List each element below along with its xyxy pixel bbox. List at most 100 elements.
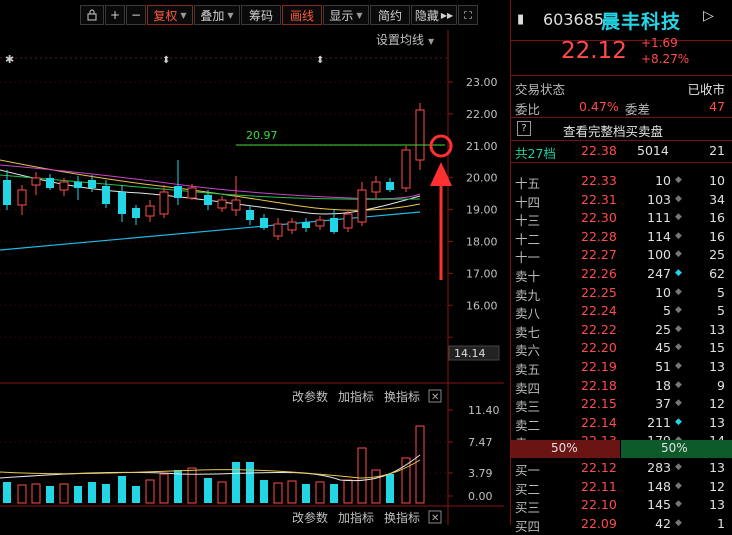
diamond-icon: ◆ xyxy=(675,249,682,260)
ask-row[interactable]: 十三 22.30 111 16 ◆ xyxy=(511,209,732,228)
bid-row[interactable]: 买四 22.09 42 1 ◆ xyxy=(511,515,732,534)
chart-toolbar: + − 复权 ▼ 叠加 ▼ 筹码 画线 显示 ▼ 简约 隐藏 ▶▶ xyxy=(80,5,479,27)
question-icon[interactable]: ? xyxy=(517,121,531,136)
ma30-line xyxy=(0,174,421,200)
bid-row[interactable]: 买二 22.11 148 12 ◆ xyxy=(511,478,732,497)
zoom-in-button[interactable]: + xyxy=(105,5,125,25)
price-tick: 22.00 xyxy=(466,108,498,121)
ask-row[interactable]: 十二 22.28 114 16 ◆ xyxy=(511,228,732,247)
bid-row[interactable]: 买一 22.12 283 13 ◆ xyxy=(511,459,732,478)
volume-tick: 11.40 xyxy=(468,404,500,417)
price-tick: 23.00 xyxy=(466,76,498,89)
display-button[interactable]: 显示 ▼ xyxy=(323,5,369,25)
candle-body xyxy=(246,210,254,220)
bottom-add-indicator[interactable]: 加指标 xyxy=(338,510,374,525)
level-price: 22.26 xyxy=(581,266,617,281)
volume-change-indicator[interactable]: 换指标 xyxy=(384,389,420,404)
diamond-icon: ◆ xyxy=(675,398,682,409)
volume-bar xyxy=(287,480,297,504)
level-price: 22.33 xyxy=(581,173,617,188)
volume-tick: 0.00 xyxy=(468,490,493,503)
simple-button[interactable]: 简约 xyxy=(370,5,410,25)
candle-body xyxy=(74,182,82,188)
level-volume: 10 xyxy=(655,284,671,300)
volume-bar xyxy=(118,476,126,503)
chips-button[interactable]: 筹码 xyxy=(241,5,281,25)
level-volume: 100 xyxy=(647,247,671,263)
candle-body xyxy=(59,181,69,191)
volume-bar xyxy=(174,470,182,503)
ask-row[interactable]: 卖四 22.18 18 9 ◆ xyxy=(511,377,732,396)
bid-row[interactable]: 买三 22.10 145 13 ◆ xyxy=(511,496,732,515)
fullscreen-icon[interactable] xyxy=(458,5,478,25)
level-price: 22.22 xyxy=(581,321,617,337)
ma-settings-label[interactable]: 设置均线 xyxy=(376,33,424,47)
close-icon[interactable] xyxy=(428,389,442,403)
order-book-link-row[interactable]: ? 查看完整档买卖盘 xyxy=(511,120,732,139)
diamond-icon: ◆ xyxy=(675,416,682,427)
level-count: 13 xyxy=(709,414,725,430)
level-count: 9 xyxy=(717,377,725,393)
diamond-icon: ◆ xyxy=(675,499,682,510)
ask-row[interactable]: 卖六 22.20 45 15 ◆ xyxy=(511,339,732,358)
close-icon[interactable] xyxy=(428,510,442,524)
current-price-text: 14.14 xyxy=(454,347,486,360)
volume-bar xyxy=(260,480,268,503)
ask-row[interactable]: 卖八 22.24 5 5 ◆ xyxy=(511,302,732,321)
ask-row[interactable]: 卖五 22.19 51 13 ◆ xyxy=(511,358,732,377)
close-icon-glyph: ✕ xyxy=(431,392,439,403)
level-label: 卖十 xyxy=(515,269,541,284)
ask-row[interactable]: 十五 22.33 10 10 ◆ xyxy=(511,172,732,191)
ask-row[interactable]: 十一 22.27 100 25 ◆ xyxy=(511,246,732,265)
level-volume: 10 xyxy=(655,173,671,188)
level-label: 买四 xyxy=(515,518,541,534)
level-price: 22.12 xyxy=(581,460,617,475)
candle-body xyxy=(46,178,54,188)
overlay-button[interactable]: 叠加 ▼ xyxy=(194,5,240,25)
ask-row[interactable]: 卖九 22.25 10 5 ◆ xyxy=(511,284,732,303)
candle-body xyxy=(386,182,394,190)
chips-label: 筹码 xyxy=(248,8,273,23)
volume-bar xyxy=(145,479,155,504)
lock-icon[interactable] xyxy=(80,5,104,25)
ask-row[interactable]: 卖七 22.22 25 13 ◆ xyxy=(511,321,732,340)
more-icon: ▶▶ xyxy=(440,10,454,20)
candle-body xyxy=(287,221,297,231)
expand-icon[interactable]: ▷ xyxy=(703,8,714,24)
volume-add-indicator[interactable]: 加指标 xyxy=(338,389,374,404)
order-book-link[interactable]: 查看完整档买卖盘 xyxy=(563,124,664,139)
candle-body xyxy=(3,180,11,205)
weicha-value: 47 xyxy=(709,99,725,114)
ask-row[interactable]: 十四 22.31 103 34 ◆ xyxy=(511,191,732,210)
volume-tick: 7.47 xyxy=(468,436,493,449)
bottom-edit-params[interactable]: 改参数 xyxy=(292,510,328,525)
diamond-icon: ◆ xyxy=(675,286,682,297)
level-label: 卖三 xyxy=(515,399,541,415)
candle-body xyxy=(217,199,227,209)
kline-chart[interactable]: 设置均线 ▼ ✱ ⬍ ⬍ 23.00 22.00 21.00 20.00 19.00 18… xyxy=(0,30,504,525)
candle-body xyxy=(102,186,110,204)
level-label: 买一 xyxy=(515,463,541,478)
volume-bar xyxy=(74,486,82,503)
level-price: 22.24 xyxy=(581,303,617,319)
ask-row[interactable]: 卖三 22.15 37 12 ◆ xyxy=(511,395,732,415)
diamond-icon: ◆ xyxy=(675,379,682,390)
volume-edit-params[interactable]: 改参数 xyxy=(292,389,328,404)
bottom-change-indicator[interactable]: 换指标 xyxy=(384,510,420,525)
arrow-up-icon xyxy=(430,162,452,186)
ask-row[interactable]: 卖二 22.14 211 13 ◆ xyxy=(511,414,732,433)
ask-row[interactable]: 卖十 22.26 247 62 ◆ xyxy=(511,265,732,284)
adjust-button[interactable]: 复权 ▼ xyxy=(147,5,193,25)
level-count: 13 xyxy=(709,497,725,513)
zoom-out-button[interactable]: − xyxy=(126,5,146,25)
candle-body xyxy=(315,219,325,227)
diamond-icon: ◆ xyxy=(675,268,682,278)
hide-button[interactable]: 隐藏 ▶▶ xyxy=(411,5,457,25)
draw-line-button[interactable]: 画线 xyxy=(282,5,322,25)
level-price: 22.15 xyxy=(581,396,617,412)
level-price: 22.18 xyxy=(581,377,617,393)
divider xyxy=(511,140,732,141)
menu-icon[interactable]: ▮ xyxy=(517,12,525,27)
diamond-icon: ◆ xyxy=(675,517,682,528)
volume-bar xyxy=(232,462,240,503)
